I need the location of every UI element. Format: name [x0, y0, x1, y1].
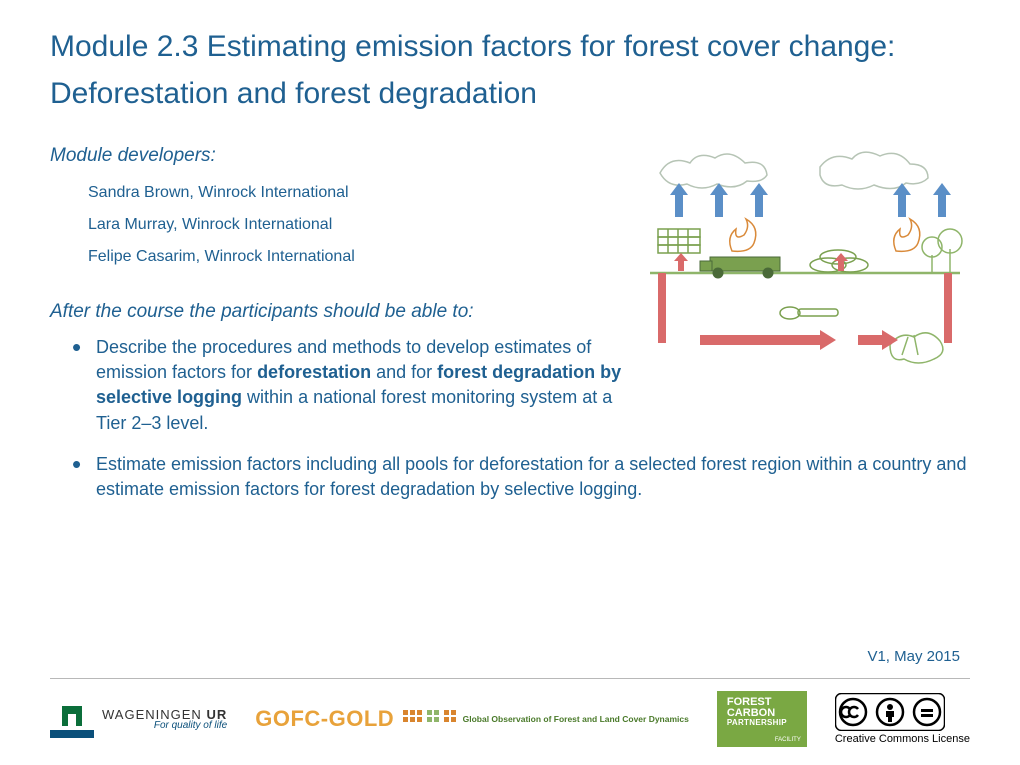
- gofc-gold-logo: GOFC-GOLD Global Observation of Forest a…: [255, 706, 689, 732]
- gofc-dots-icon: [403, 706, 463, 731]
- gofc-main-text: GOFC-GOLD: [255, 706, 394, 731]
- fcpf-line: FACILITY: [775, 737, 801, 743]
- wageningen-mark-icon: [50, 700, 94, 738]
- footer: WAGENINGEN UR For quality of life GOFC-G…: [50, 678, 970, 747]
- developers-heading: Module developers:: [50, 145, 630, 167]
- creative-commons-badge: Creative Commons License: [835, 693, 970, 745]
- developers-list: Sandra Brown, Winrock International Lara…: [50, 177, 630, 273]
- wageningen-text: WAGENINGEN UR For quality of life: [102, 708, 227, 731]
- cc-label: Creative Commons License: [835, 733, 970, 745]
- outcomes-heading: After the course the participants should…: [50, 301, 630, 323]
- outcome-text: and for: [371, 362, 437, 382]
- gofc-sub-text: Global Observation of Forest and Land Co…: [463, 714, 689, 724]
- fcpf-line: PARTNERSHIP: [727, 719, 797, 727]
- slide-title: Module 2.3 Estimating emission factors f…: [50, 24, 970, 117]
- outcome-bold: deforestation: [257, 362, 371, 382]
- forest-cycle-diagram: [640, 145, 970, 375]
- slide: Module 2.3 Estimating emission factors f…: [0, 0, 1020, 502]
- outcomes-list-continued: Estimate emission factors including all …: [50, 452, 970, 502]
- developer-item: Sandra Brown, Winrock International: [88, 177, 630, 209]
- left-column: Module developers: Sandra Brown, Winrock…: [50, 145, 630, 452]
- outcome-item: Estimate emission factors including all …: [72, 452, 970, 502]
- cc-icon: [835, 693, 945, 731]
- outcome-item: Describe the procedures and methods to d…: [72, 335, 630, 436]
- top-content: Module developers: Sandra Brown, Winrock…: [50, 145, 970, 452]
- outcomes-list: Describe the procedures and methods to d…: [50, 335, 630, 436]
- version-label: V1, May 2015: [867, 648, 960, 665]
- developer-item: Lara Murray, Winrock International: [88, 209, 630, 241]
- developer-item: Felipe Casarim, Winrock International: [88, 241, 630, 273]
- fcpf-logo: FOREST CARBON PARTNERSHIP FACILITY: [717, 691, 807, 747]
- wageningen-tagline: For quality of life: [102, 721, 227, 731]
- wageningen-logo: WAGENINGEN UR For quality of life: [50, 700, 227, 738]
